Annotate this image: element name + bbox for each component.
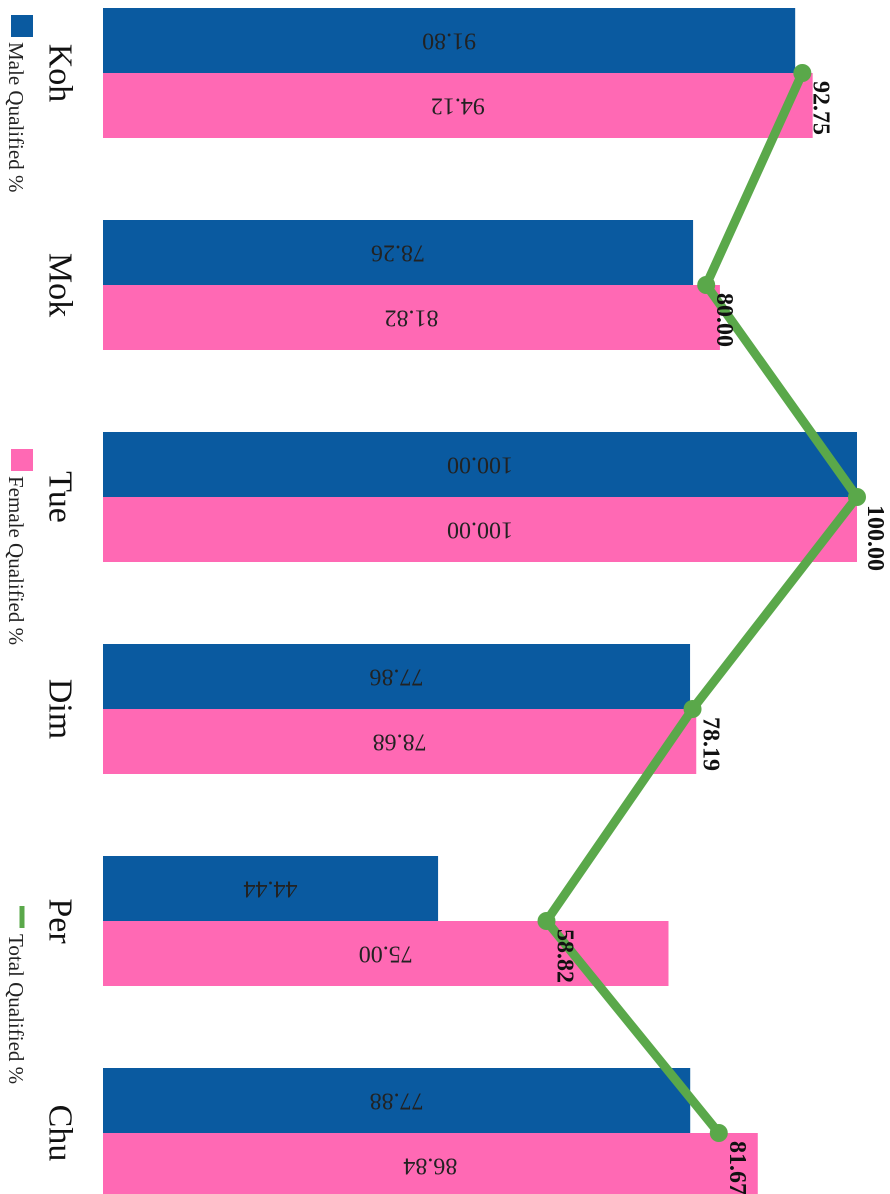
- category-label-chu: Chu: [42, 1105, 79, 1162]
- female-value-label: 86.84: [403, 1153, 457, 1179]
- female-bar-dim: [103, 709, 697, 774]
- female-bar-tue: [103, 497, 857, 562]
- female-value-label: 78.68: [373, 729, 427, 755]
- female-value-label: 94.12: [431, 93, 485, 119]
- legend-label: Total Qualified %: [4, 934, 28, 1084]
- male-bar-koh: [103, 8, 796, 73]
- total-value-label: 100.00: [862, 505, 888, 571]
- bars: [103, 8, 857, 1194]
- category-label-per: Per: [42, 898, 79, 944]
- total-point-dim: [683, 700, 702, 718]
- category-label-tue: Tue: [42, 471, 79, 523]
- total-value-label: 92.75: [807, 81, 833, 135]
- bar-value-labels: 91.80 94.12 78.26 81.82 100.00 100.00 77.86 78.…: [244, 28, 513, 1179]
- category-label-mok: Mok: [42, 253, 79, 317]
- female-bar-koh: [103, 73, 813, 138]
- legend-swatch: [11, 449, 33, 471]
- male-value-label: 100.00: [447, 452, 513, 478]
- total-point-tue: [848, 488, 866, 506]
- legend-item-2: Female Qualified %: [4, 449, 33, 645]
- category-label-dim: Dim: [42, 679, 79, 739]
- total-value-label: 78.19: [698, 717, 724, 771]
- legend-swatch: [11, 15, 33, 37]
- male-value-label: 91.80: [422, 28, 476, 54]
- total-series-line: [542, 68, 862, 1138]
- female-bar-chu: [103, 1133, 758, 1194]
- male-bar-chu: [103, 1068, 691, 1133]
- category-axis: Koh Mok Tue Dim Per Chu: [42, 44, 79, 1162]
- total-line: [537, 64, 866, 1142]
- total-value-label: 80.00: [711, 293, 737, 347]
- total-point-per: [537, 912, 556, 930]
- male-value-label: 78.26: [371, 240, 425, 266]
- total-point-chu: [709, 1124, 728, 1142]
- male-bar-dim: [103, 644, 691, 709]
- total-value-label: 58.82: [552, 929, 578, 983]
- female-value-label: 100.00: [447, 517, 513, 543]
- total-value-labels: 92.75 80.00 100.00 78.19 58.82 81.67: [552, 81, 888, 1194]
- male-value-label: 77.88: [370, 1088, 424, 1114]
- female-value-label: 75.00: [359, 941, 413, 967]
- legend-item-3: Total Qualified %: [4, 906, 28, 1084]
- male-bar-tue: [103, 432, 857, 497]
- legend-label: Female Qualified %: [4, 476, 28, 645]
- legend: Male Qualified % Female Qualified % Total …: [4, 15, 33, 1084]
- legend-label: Male Qualified %: [4, 42, 28, 192]
- male-bar-per: [103, 856, 439, 921]
- total-point-koh: [793, 64, 812, 82]
- female-bar-mok: [103, 285, 720, 350]
- total-value-label: 81.67: [724, 1141, 750, 1194]
- total-point-mok: [697, 276, 716, 294]
- male-value-label: 77.86: [370, 664, 424, 690]
- category-label-koh: Koh: [42, 44, 79, 103]
- male-value-label: 44.44: [244, 876, 298, 902]
- female-value-label: 81.82: [384, 305, 438, 331]
- male-bar-mok: [103, 220, 694, 285]
- legend-item-1: Male Qualified %: [4, 15, 33, 192]
